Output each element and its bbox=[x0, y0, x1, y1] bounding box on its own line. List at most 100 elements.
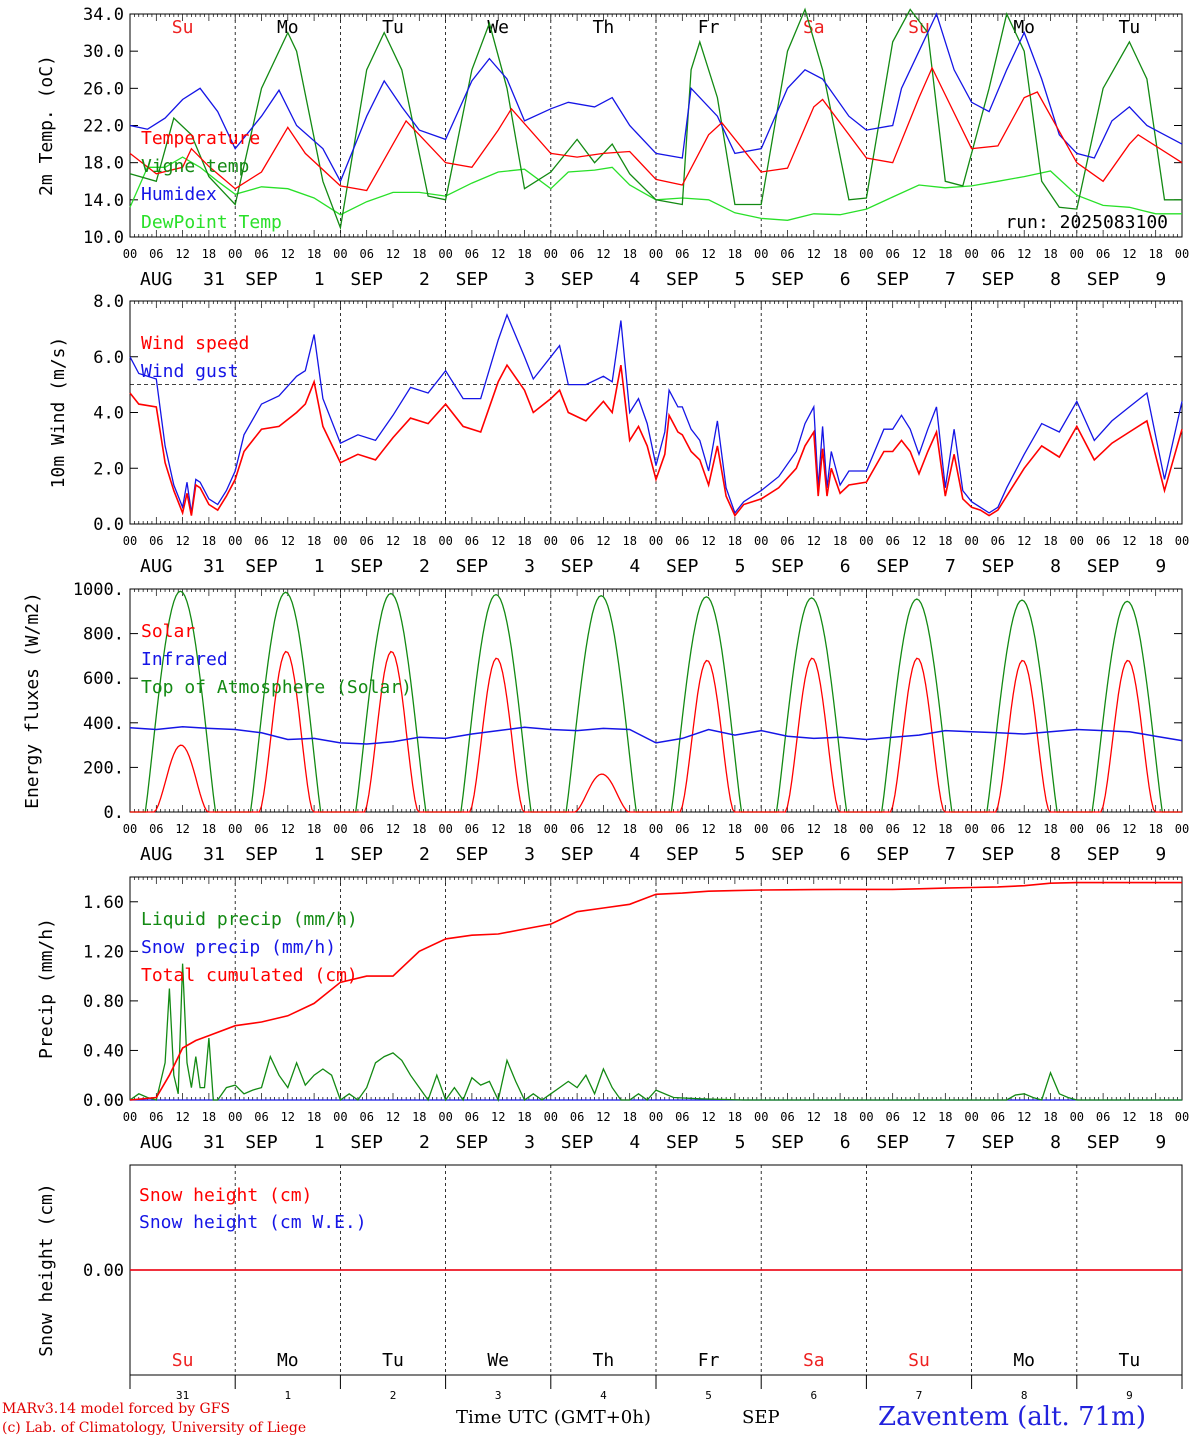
weekday-label: Mo bbox=[277, 1350, 299, 1371]
day-number-label: 7 bbox=[916, 1389, 923, 1402]
hour-tick-label: 00 bbox=[438, 534, 452, 548]
date-day-label: 5 bbox=[735, 556, 746, 577]
y-tick-label: 26.0 bbox=[83, 79, 124, 99]
legend-entry: Solar bbox=[141, 621, 195, 642]
date-month-label: SEP bbox=[771, 269, 804, 290]
hour-tick-label: 06 bbox=[1096, 822, 1110, 836]
hour-tick-label: 00 bbox=[754, 534, 768, 548]
hour-tick-label: 18 bbox=[833, 1110, 847, 1124]
hour-tick-label: 06 bbox=[675, 247, 689, 261]
hour-tick-label: 12 bbox=[386, 534, 400, 548]
day-number-label: 3 bbox=[495, 1389, 502, 1402]
hour-tick-label: 06 bbox=[991, 534, 1005, 548]
hour-tick-label: 18 bbox=[307, 822, 321, 836]
hour-tick-label: 18 bbox=[307, 534, 321, 548]
weekday-label: Tu bbox=[382, 1350, 404, 1371]
series-line-vigne-temp bbox=[129, 7, 1182, 231]
weekday-label: Mo bbox=[1013, 17, 1035, 38]
date-day-label: 8 bbox=[1050, 844, 1061, 865]
legend-entry: Vigne temp bbox=[141, 156, 249, 177]
date-month-label: SEP bbox=[876, 556, 909, 577]
date-day-label: 4 bbox=[629, 556, 640, 577]
hour-tick-label: 12 bbox=[281, 822, 295, 836]
hour-tick-label: 00 bbox=[544, 822, 558, 836]
date-month-label: AUG bbox=[140, 269, 173, 290]
hour-tick-label: 06 bbox=[780, 534, 794, 548]
hour-tick-label: 06 bbox=[780, 1110, 794, 1124]
hour-tick-label: 06 bbox=[991, 1110, 1005, 1124]
y-tick-label: 200. bbox=[83, 758, 124, 778]
legend-entry: Snow precip (mm/h) bbox=[141, 937, 336, 958]
hour-tick-label: 00 bbox=[333, 822, 347, 836]
hour-tick-label: 12 bbox=[596, 247, 610, 261]
day-number-label: 1 bbox=[284, 1389, 291, 1402]
hour-tick-label: 12 bbox=[175, 1110, 189, 1124]
hour-tick-label: 00 bbox=[123, 822, 137, 836]
date-month-label: SEP bbox=[982, 1132, 1015, 1153]
hour-tick-label: 12 bbox=[281, 534, 295, 548]
hour-tick-label: 18 bbox=[412, 247, 426, 261]
weekday-label: Th bbox=[593, 1350, 615, 1371]
hour-tick-label: 06 bbox=[675, 822, 689, 836]
hour-tick-label: 12 bbox=[912, 822, 926, 836]
date-day-label: 7 bbox=[945, 844, 956, 865]
y-tick-label: 14.0 bbox=[83, 191, 124, 211]
day-number-label: 2 bbox=[390, 1389, 397, 1402]
series-line-temperature bbox=[129, 66, 1183, 192]
hour-tick-label: 00 bbox=[859, 247, 873, 261]
hour-tick-label: 18 bbox=[412, 822, 426, 836]
date-month-label: SEP bbox=[561, 269, 594, 290]
hour-tick-label: 18 bbox=[202, 822, 216, 836]
y-tick-label: 800. bbox=[83, 625, 124, 645]
y-axis-label: 2m Temp. (oC) bbox=[36, 55, 57, 196]
date-day-label: 3 bbox=[524, 556, 535, 577]
date-day-label: 7 bbox=[945, 556, 956, 577]
hour-tick-label: 06 bbox=[465, 247, 479, 261]
date-month-label: SEP bbox=[876, 1132, 909, 1153]
series-line-humidex bbox=[129, 12, 1183, 183]
weekday-label: Tu bbox=[1119, 1350, 1141, 1371]
hour-tick-label: 18 bbox=[517, 822, 531, 836]
hour-tick-label: 12 bbox=[1122, 534, 1136, 548]
hour-tick-label: 12 bbox=[807, 1110, 821, 1124]
date-day-label: 6 bbox=[840, 269, 851, 290]
date-day-label: 1 bbox=[314, 269, 325, 290]
hour-tick-label: 06 bbox=[570, 247, 584, 261]
legend-entry: Top of Atmosphere (Solar) bbox=[141, 677, 412, 698]
run-label: run: 2025083100 bbox=[1005, 212, 1168, 233]
y-tick-label: 0.40 bbox=[83, 1041, 124, 1061]
hour-tick-label: 06 bbox=[675, 534, 689, 548]
panel-frame-1 bbox=[129, 13, 1183, 238]
hour-tick-label: 12 bbox=[386, 1110, 400, 1124]
hour-tick-label: 18 bbox=[307, 247, 321, 261]
legend-entry: DewPoint Temp bbox=[141, 212, 282, 233]
date-day-label: 9 bbox=[1155, 269, 1166, 290]
hour-tick-label: 18 bbox=[517, 1110, 531, 1124]
y-tick-label: 34.0 bbox=[83, 5, 124, 25]
hour-tick-label: 12 bbox=[596, 534, 610, 548]
date-day-label: 5 bbox=[735, 269, 746, 290]
hour-tick-label: 18 bbox=[1043, 247, 1057, 261]
date-day-label: 6 bbox=[840, 1132, 851, 1153]
day-number-label: 8 bbox=[1021, 1389, 1028, 1402]
y-tick-label: 1000. bbox=[73, 580, 124, 600]
y-tick-label: 0.80 bbox=[83, 992, 124, 1012]
date-month-label: SEP bbox=[1087, 844, 1120, 865]
y-tick-label: 6.0 bbox=[93, 348, 124, 368]
weekday-label: We bbox=[487, 1350, 509, 1371]
hour-tick-label: 06 bbox=[359, 534, 373, 548]
hour-tick-label: 18 bbox=[1043, 1110, 1057, 1124]
date-month-label: SEP bbox=[350, 269, 383, 290]
legend-entry: Wind gust bbox=[141, 361, 239, 382]
date-month-label: SEP bbox=[982, 844, 1015, 865]
date-month-label: AUG bbox=[140, 1132, 173, 1153]
hour-tick-label: 18 bbox=[728, 247, 742, 261]
date-month-label: SEP bbox=[876, 269, 909, 290]
hour-tick-label: 18 bbox=[833, 822, 847, 836]
y-tick-label: 18.0 bbox=[83, 154, 124, 174]
date-month-label: SEP bbox=[456, 844, 489, 865]
legend-entry: Infrared bbox=[141, 649, 228, 670]
hour-tick-label: 18 bbox=[622, 534, 636, 548]
date-month-label: AUG bbox=[140, 556, 173, 577]
